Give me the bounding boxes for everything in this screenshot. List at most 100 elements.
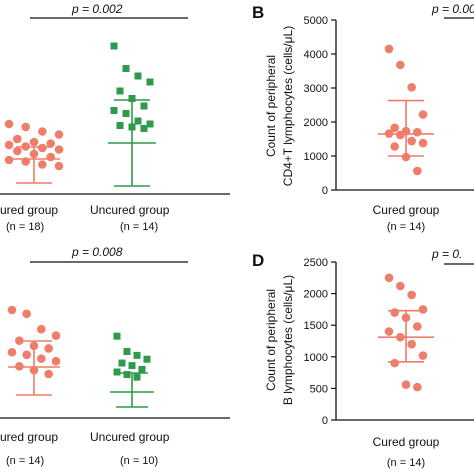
panel-a-cured-point	[46, 139, 55, 148]
panel-a-uncured-point	[110, 107, 118, 114]
panel-b-point	[390, 123, 399, 133]
panel-a: p = 0.002 ured group (n = 18) Uncured gr…	[0, 2, 230, 233]
panel-d-group-n: (n = 14)	[387, 457, 425, 469]
panel-a-cured-point	[4, 155, 14, 165]
panel-d-tick-label: 1500	[304, 320, 328, 332]
panel-a-cured-point	[38, 160, 47, 169]
panel-a-uncured-point	[140, 102, 148, 110]
panel-c-group2-label: Uncured group	[90, 430, 170, 444]
panel-a-cured-point	[38, 143, 47, 153]
panel-d-tick-label: 2000	[304, 289, 328, 301]
panel-a-cured-point	[4, 119, 14, 129]
panel-a-cured-point	[4, 140, 14, 150]
panel-a-cured-point	[46, 152, 55, 162]
panel-d-p-value: p = 0.	[431, 247, 462, 261]
panel-d-point	[407, 290, 416, 300]
panel-b: B Count of peripheral CD4+T lymphocytes …	[252, 2, 474, 233]
panel-a-uncured-point	[128, 95, 136, 102]
panel-d-point	[401, 380, 411, 389]
panel-b-point	[413, 127, 422, 137]
panel-d-tick-label: 2500	[304, 257, 328, 269]
panel-b-group-n: (n = 14)	[387, 221, 425, 233]
panel-b-point	[384, 44, 394, 54]
panel-a-cured-point	[54, 130, 64, 139]
panel-d-point	[390, 308, 399, 317]
panel-a-uncured-point	[140, 125, 148, 132]
panel-c-uncured-point	[113, 332, 121, 340]
panel-b-letter: B	[252, 3, 264, 22]
panel-d-tick-label: 500	[310, 383, 328, 395]
panel-a-p-value: p = 0.002	[71, 2, 123, 16]
panel-d-ylabel-line1: Count of peripheral	[264, 289, 278, 391]
panel-d-point	[396, 281, 405, 291]
panel-b-point	[390, 142, 399, 151]
panel-a-group2-n: (n = 14)	[120, 221, 158, 233]
panel-d-point	[413, 382, 422, 392]
panel-d-tick-label: 0	[322, 415, 328, 427]
panel-c-cured-point	[44, 369, 53, 379]
panel-c-cured-point	[51, 356, 61, 366]
panel-a-uncured-point	[134, 117, 142, 125]
panel-c-uncured-point	[113, 368, 121, 376]
panel-c-cured-point	[37, 354, 46, 363]
panel-a-uncured-point	[122, 65, 130, 72]
panel-a-uncured-point	[122, 110, 130, 117]
panel-d-point	[413, 322, 422, 331]
panel-a-points	[4, 42, 156, 187]
panel-d-points	[378, 273, 434, 392]
panel-c-uncured-point	[143, 355, 151, 363]
panel-b-ylabel-line2: CD4+T lymphocytes (cells/μL)	[281, 26, 295, 186]
panel-c-uncured-point	[118, 359, 126, 367]
panel-c-group1-label: ured group	[0, 430, 58, 444]
panel-b-tick-label: 5000	[304, 15, 328, 27]
panel-d-point	[390, 358, 399, 368]
panel-a-cured-point	[29, 137, 39, 147]
panel-a-uncured-point	[146, 78, 154, 86]
panel-a-cured-point	[13, 134, 22, 144]
panel-d-ticks: 0 500 1000 1500 2000 2500	[304, 257, 336, 427]
panel-a-cured-point	[38, 127, 47, 136]
panel-b-point	[396, 130, 405, 140]
panel-d-group-label: Cured group	[373, 435, 440, 449]
panel-d-point	[407, 339, 416, 349]
panel-a-group2-label: Uncured group	[90, 203, 170, 217]
panel-c-uncured-point	[123, 348, 131, 356]
panel-c-uncured-point	[128, 362, 136, 370]
panel-c-cured-point	[37, 324, 46, 334]
panel-c: p = 0.008 ured group (n = 14) Uncured gr…	[0, 245, 230, 467]
panel-b-point	[407, 83, 416, 92]
panel-a-cured-point	[54, 145, 64, 154]
panel-c-uncured-point	[133, 373, 141, 381]
panel-b-point	[396, 60, 405, 70]
panel-b-tick-label: 2000	[304, 117, 328, 129]
panel-a-uncured-point	[110, 42, 118, 50]
panel-b-tick-label: 4000	[304, 49, 328, 61]
panel-a-uncured-point	[134, 72, 142, 80]
panel-b-tick-label: 0	[322, 185, 328, 197]
panel-b-tick-label: 1000	[304, 151, 328, 163]
panel-c-uncured-point	[123, 371, 131, 379]
panel-c-group1-n: (n = 14)	[6, 455, 44, 467]
panel-c-points	[7, 305, 154, 408]
panel-c-p-value: p = 0.008	[71, 245, 123, 259]
panel-b-ylabel-line1: Count of peripheral	[264, 55, 278, 157]
panel-a-group1-n: (n = 18)	[6, 221, 44, 233]
panel-a-uncured-point	[116, 122, 124, 129]
panel-b-point	[418, 110, 428, 119]
panel-d-letter: D	[252, 251, 264, 270]
panel-b-point	[401, 152, 411, 162]
panel-b-point	[407, 136, 416, 146]
panel-d-point	[418, 351, 428, 360]
panel-b-point	[418, 138, 428, 148]
panel-b-points	[378, 44, 434, 176]
panel-c-cured-point	[7, 347, 17, 357]
panel-d-ylabel-line2: B lymphocytes (cells/μL)	[281, 275, 295, 405]
panel-c-cured-point	[51, 331, 61, 340]
panel-c-cured-point	[22, 309, 31, 319]
panel-a-cured-point	[54, 161, 64, 171]
panel-c-uncured-point	[138, 365, 146, 373]
panel-c-group2-n: (n = 10)	[120, 455, 158, 467]
panel-d-point	[418, 305, 428, 314]
panel-b-group-label: Cured group	[373, 203, 440, 217]
